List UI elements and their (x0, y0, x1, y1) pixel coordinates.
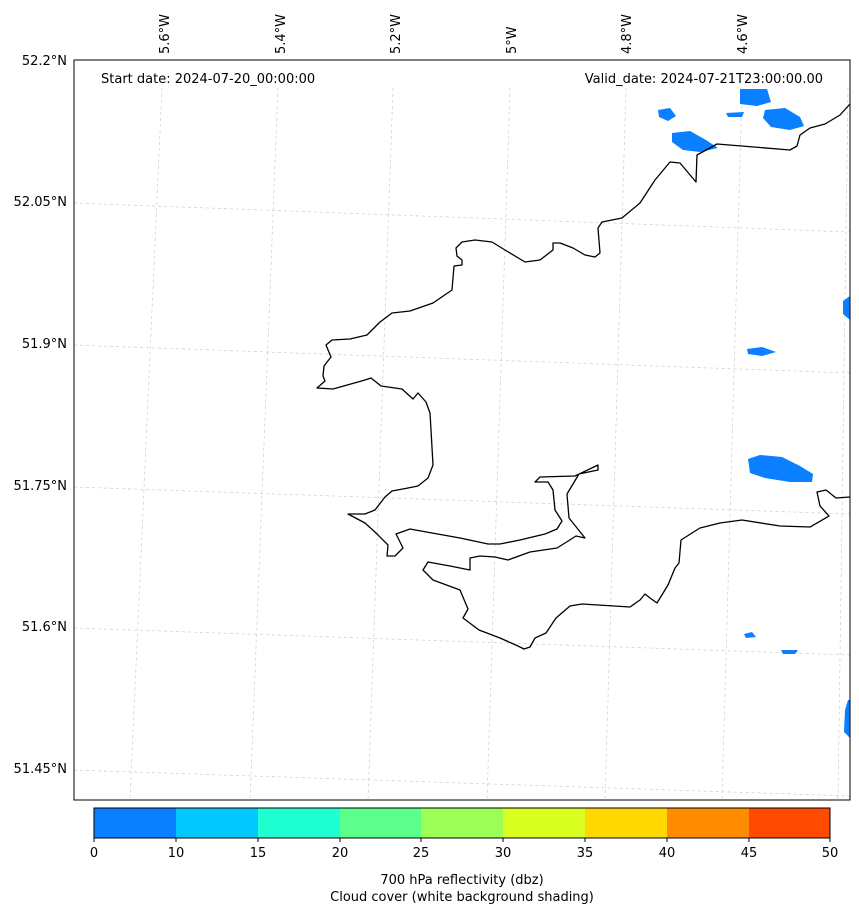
gridlines (73, 87, 851, 801)
colorbar-segment-1 (176, 808, 258, 838)
colorbar-tick-label: 0 (90, 846, 98, 861)
reflectivity-patch (744, 632, 756, 638)
reflectivity-patch (781, 650, 798, 654)
colorbar-frame (93, 807, 831, 839)
gridline-lat-1 (73, 202, 851, 233)
colorbar-tick-marks (93, 838, 831, 842)
lat-label: 52.05°N (14, 195, 67, 210)
colorbar-tick-label: 10 (168, 846, 185, 861)
map-frame (73, 59, 851, 801)
reflectivity-patch (843, 296, 850, 320)
lat-label: 51.6°N (22, 620, 67, 635)
colorbar-segment-2 (258, 808, 340, 838)
colorbar-tick-label: 15 (250, 846, 267, 861)
gridline-lat-2 (73, 344, 851, 374)
colorbar-tick-label: 25 (413, 846, 430, 861)
colorbar-tick-label: 50 (822, 846, 839, 861)
colorbar-segment-3 (340, 808, 421, 838)
reflectivity-patch (748, 455, 813, 482)
gridline-lon-2 (249, 87, 279, 801)
lat-label: 51.9°N (22, 337, 67, 352)
colorbar-segment-4 (421, 808, 503, 838)
reflectivity-patch (672, 131, 718, 152)
colorbar-segment-6 (585, 808, 667, 838)
gridline-lon-6 (721, 87, 743, 801)
coastline-north (316, 103, 851, 650)
lon-label: 4.8°W (620, 14, 635, 54)
colorbar-segment-5 (503, 808, 585, 838)
colorbar: 0 10 15 20 25 30 35 40 45 50 700 hPa ref… (90, 807, 839, 905)
lat-label: 51.75°N (14, 479, 67, 494)
lon-label: 5.2°W (389, 14, 404, 54)
gridline-lon-4 (486, 87, 511, 801)
gridline-lon-5 (604, 87, 627, 801)
latitude-labels: 52.2°N 52.05°N 51.9°N 51.75°N 51.6°N 51.… (14, 54, 67, 777)
colorbar-tick-label: 30 (495, 846, 512, 861)
longitude-labels: 5.6°W 5.4°W 5.2°W 5°W 4.8°W 4.6°W (158, 14, 751, 54)
reflectivity-patch (844, 700, 850, 738)
lat-label: 51.45°N (14, 762, 67, 777)
coastline (316, 103, 851, 650)
lon-label: 4.6°W (736, 14, 751, 54)
valid-date-label: Valid_date: 2024-07-21T23:00:00.00 (585, 72, 823, 87)
reflectivity-patch (658, 108, 676, 121)
reflectivity-patch (747, 347, 776, 356)
start-date-label: Start date: 2024-07-20_00:00:00 (101, 72, 315, 87)
colorbar-tick-label: 40 (659, 846, 676, 861)
colorbar-tick-label: 20 (332, 846, 349, 861)
colorbar-segment-8 (749, 808, 830, 838)
gridline-lon-3 (367, 87, 394, 801)
lat-label: 52.2°N (22, 54, 67, 69)
colorbar-title: 700 hPa reflectivity (dbz) (380, 873, 543, 888)
reflectivity-patch (763, 108, 804, 130)
colorbar-subtitle: Cloud cover (white background shading) (330, 890, 594, 905)
reflectivity-patch (726, 112, 744, 117)
colorbar-segment-0 (94, 808, 176, 838)
lon-label: 5°W (505, 26, 520, 54)
gridline-lat-4 (73, 627, 851, 656)
lon-label: 5.4°W (274, 14, 289, 54)
colorbar-tick-label: 35 (577, 846, 594, 861)
gridline-lat-3 (73, 486, 851, 515)
gridline-lon-1 (129, 87, 163, 801)
lon-label: 5.6°W (158, 14, 173, 54)
reflectivity-patch (740, 89, 771, 106)
colorbar-tick-label: 45 (741, 846, 758, 861)
colorbar-segment-7 (667, 808, 749, 838)
gridline-lon-7 (837, 87, 849, 801)
gridline-lat-5 (73, 769, 851, 797)
reflectivity-patches (658, 89, 850, 738)
